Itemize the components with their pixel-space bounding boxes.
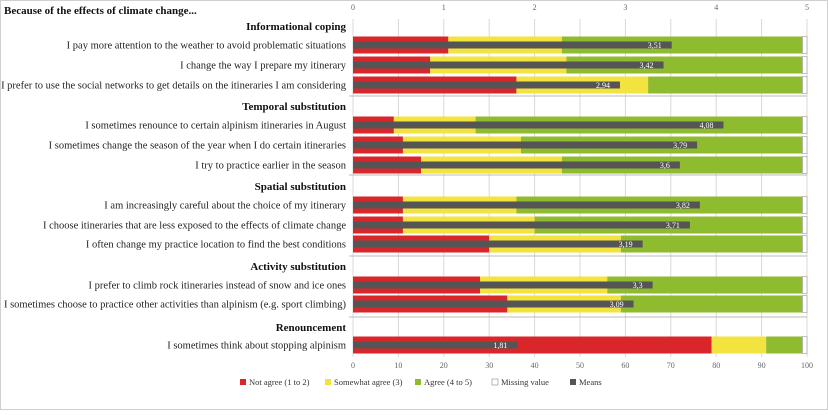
bar-segment-missing-value bbox=[802, 196, 808, 214]
percent-axis-tick-label: 0 bbox=[351, 361, 355, 370]
means-axis-tick-label: 5 bbox=[805, 3, 809, 12]
means-axis-tick-label: 1 bbox=[442, 3, 446, 12]
means-axis-tick-label: 2 bbox=[533, 3, 537, 12]
bar-segment-missing-value bbox=[802, 295, 808, 313]
bar-segment-missing-value bbox=[802, 36, 808, 54]
means-axis-tick-label: 0 bbox=[351, 3, 355, 12]
bar-segment-missing-value bbox=[802, 235, 808, 253]
section-title: Activity substitution bbox=[250, 261, 346, 273]
legend-swatch bbox=[570, 379, 576, 385]
bar-segment-agree-4-to-5 bbox=[620, 295, 803, 313]
bar-segment-missing-value bbox=[802, 116, 808, 134]
mean-value-label: 3,19 bbox=[619, 240, 633, 249]
mean-bar bbox=[353, 61, 664, 69]
bar-segment-missing-value bbox=[802, 336, 808, 354]
statement-label: I sometimes think about stopping alpinis… bbox=[167, 341, 346, 352]
mean-value-label: 3,82 bbox=[676, 201, 690, 210]
legend-swatch bbox=[325, 379, 331, 385]
statement-label: I try to practice earlier in the season bbox=[195, 161, 346, 172]
bar-segment-agree-4-to-5 bbox=[607, 276, 803, 294]
legend-swatch bbox=[491, 378, 499, 386]
percent-axis-tick-label: 20 bbox=[440, 361, 448, 370]
section-title: Spatial substitution bbox=[255, 181, 346, 193]
percent-axis-tick-label: 60 bbox=[621, 361, 629, 370]
bar-segment-missing-value bbox=[802, 276, 808, 294]
legend-swatch bbox=[240, 379, 246, 385]
bar-segment-not-agree-1-to-2 bbox=[353, 336, 712, 354]
percent-axis-tick-label: 80 bbox=[712, 361, 720, 370]
mean-value-label: 3,09 bbox=[610, 300, 624, 309]
statement-label: I am increasingly careful about the choi… bbox=[104, 201, 346, 212]
mean-bar bbox=[353, 81, 620, 89]
bar-segment-missing-value bbox=[802, 216, 808, 234]
statement-label: I pay more attention to the weather to a… bbox=[67, 41, 346, 52]
mean-bar bbox=[353, 221, 690, 229]
mean-bar bbox=[353, 41, 672, 49]
percent-axis-tick-label: 50 bbox=[576, 361, 584, 370]
mean-value-label: 1,81 bbox=[493, 341, 507, 350]
bar-segment-missing-value bbox=[802, 76, 808, 94]
mean-value-label: 3,71 bbox=[666, 221, 680, 230]
chart-title: Because of the effects of climate change… bbox=[4, 5, 197, 17]
bar-segment-missing-value bbox=[802, 136, 808, 154]
bar-segment-agree-4-to-5 bbox=[561, 36, 803, 54]
legend-swatch bbox=[415, 379, 421, 385]
bar-segment-somewhat-agree-3 bbox=[711, 336, 767, 354]
mean-value-label: 3,6 bbox=[660, 161, 670, 170]
mean-bar bbox=[353, 141, 698, 149]
mean-value-label: 3,79 bbox=[673, 141, 687, 150]
percent-axis-tick-label: 40 bbox=[531, 361, 539, 370]
mean-bar bbox=[353, 201, 700, 209]
mean-bar bbox=[353, 341, 518, 349]
statement-label: I prefer to climb rock itineraries inste… bbox=[89, 281, 346, 292]
section-title: Temporal substitution bbox=[242, 101, 346, 113]
legend-label: Means bbox=[579, 377, 602, 387]
percent-axis-tick-label: 10 bbox=[394, 361, 402, 370]
percent-axis-tick-label: 100 bbox=[801, 361, 813, 370]
mean-bar bbox=[353, 121, 724, 129]
section-title: Informational coping bbox=[246, 21, 346, 33]
percent-axis-tick-label: 90 bbox=[758, 361, 766, 370]
section-title: Renouncement bbox=[276, 322, 347, 334]
bar-segment-missing-value bbox=[802, 56, 808, 74]
statement-label: I sometimes change the season of the yea… bbox=[49, 141, 346, 152]
legend-label: Somewhat agree (3) bbox=[334, 377, 403, 387]
statement-label: I sometimes renounce to certain alpinism… bbox=[85, 121, 346, 132]
legend-label: Agree (4 to 5) bbox=[424, 377, 472, 387]
mean-bar bbox=[353, 161, 680, 169]
means-axis-tick-label: 3 bbox=[623, 3, 627, 12]
legend-label: Missing value bbox=[501, 377, 549, 387]
mean-bar bbox=[353, 281, 653, 289]
bar-segment-agree-4-to-5 bbox=[566, 56, 803, 74]
statement-label: I choose itineraries that are less expos… bbox=[43, 221, 346, 232]
bar-segment-agree-4-to-5 bbox=[766, 336, 803, 354]
mean-value-label: 2,94 bbox=[596, 81, 610, 90]
mean-value-label: 4,08 bbox=[699, 121, 713, 130]
mean-bar bbox=[353, 300, 634, 308]
bar-segment-missing-value bbox=[802, 156, 808, 174]
mean-value-label: 3,42 bbox=[640, 61, 654, 70]
percent-axis-tick-label: 70 bbox=[667, 361, 675, 370]
means-axis-tick-label: 4 bbox=[714, 3, 718, 12]
mean-bar bbox=[353, 240, 643, 248]
legend-label: Not agree (1 to 2) bbox=[249, 377, 310, 387]
statement-label: I sometimes choose to practice other act… bbox=[4, 300, 347, 311]
bar-segment-agree-4-to-5 bbox=[561, 156, 803, 174]
mean-value-label: 3,3 bbox=[633, 281, 643, 290]
statement-label: I change the way I prepare my itinerary bbox=[180, 61, 347, 72]
statement-label: I often change my practice location to f… bbox=[86, 240, 346, 251]
bar-segment-agree-4-to-5 bbox=[620, 235, 803, 253]
mean-value-label: 3,51 bbox=[648, 41, 662, 50]
percent-axis-tick-label: 30 bbox=[485, 361, 493, 370]
bar-segment-agree-4-to-5 bbox=[648, 76, 803, 94]
statement-label: I prefer to use the social networks to g… bbox=[1, 81, 347, 92]
